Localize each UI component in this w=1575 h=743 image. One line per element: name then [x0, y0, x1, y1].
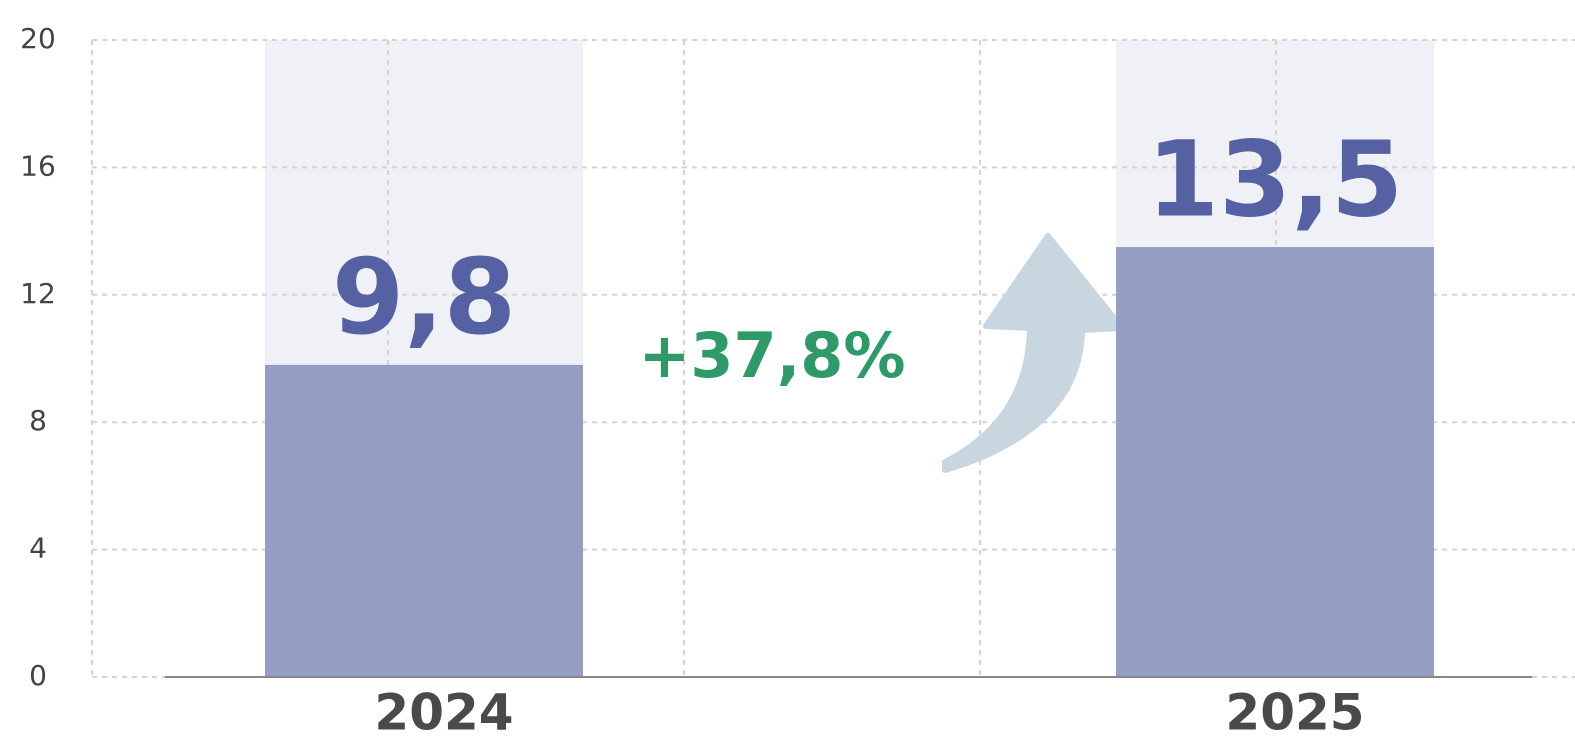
bar	[265, 364, 583, 677]
x-tick-label: 2025	[1225, 684, 1364, 742]
value-label: 13,5	[1147, 118, 1404, 240]
y-tick-label: 8	[29, 404, 47, 437]
y-tick-label: 0	[29, 659, 47, 692]
growth-arrow	[942, 233, 1125, 473]
change-annotation: +37,8%	[638, 319, 905, 392]
bar	[1116, 247, 1434, 677]
y-tick-label: 4	[29, 532, 47, 565]
value-label: 9,8	[332, 236, 516, 358]
y-tick-label: 12	[20, 277, 56, 310]
y-tick-label: 20	[20, 22, 56, 55]
x-tick-label: 2024	[374, 684, 513, 742]
y-tick-label: 16	[20, 149, 56, 182]
